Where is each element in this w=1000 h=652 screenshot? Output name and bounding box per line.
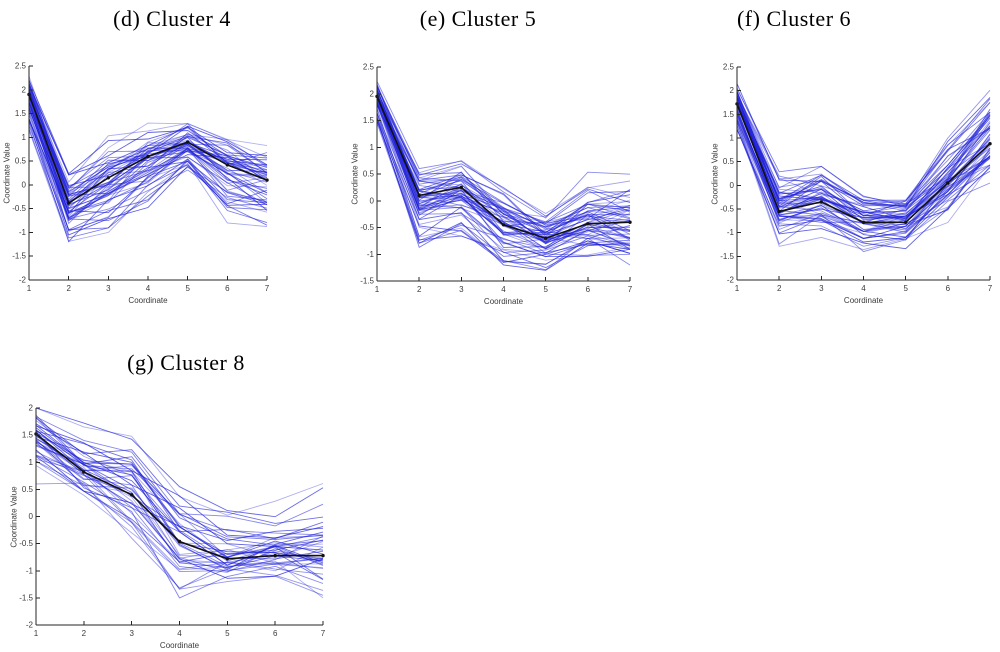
svg-text:3: 3 [129, 629, 134, 638]
svg-text:1.5: 1.5 [363, 116, 375, 125]
svg-text:6: 6 [586, 285, 591, 294]
svg-text:4: 4 [501, 285, 506, 294]
svg-text:1: 1 [27, 284, 32, 293]
y-axis-label: Coordinate Value [9, 485, 19, 548]
svg-text:5: 5 [903, 284, 908, 293]
svg-text:-2: -2 [727, 276, 735, 285]
svg-text:-2: -2 [19, 276, 27, 285]
svg-text:-1.5: -1.5 [12, 252, 26, 261]
svg-text:-0.5: -0.5 [360, 223, 374, 232]
svg-text:-1: -1 [19, 228, 27, 237]
y-axis-label: Coordinate Value [710, 142, 720, 205]
svg-text:1.5: 1.5 [22, 431, 34, 440]
svg-text:2.5: 2.5 [723, 63, 735, 72]
svg-text:5: 5 [543, 285, 548, 294]
svg-text:-2: -2 [26, 621, 34, 630]
svg-text:0: 0 [22, 180, 27, 189]
svg-text:1: 1 [34, 629, 39, 638]
svg-text:6: 6 [946, 284, 951, 293]
svg-text:0: 0 [29, 512, 34, 521]
svg-text:6: 6 [225, 284, 230, 293]
svg-text:3: 3 [459, 285, 464, 294]
svg-text:-1.5: -1.5 [19, 593, 33, 602]
svg-text:2: 2 [29, 404, 34, 413]
svg-text:2.5: 2.5 [15, 62, 27, 71]
svg-text:2: 2 [370, 89, 375, 98]
svg-text:1: 1 [730, 134, 735, 143]
svg-text:0: 0 [370, 196, 375, 205]
svg-text:1.5: 1.5 [723, 110, 735, 119]
panel-title-cluster-4: (d) Cluster 4 [113, 6, 231, 31]
svg-text:7: 7 [321, 629, 326, 638]
svg-text:2: 2 [66, 284, 71, 293]
svg-text:7: 7 [265, 284, 270, 293]
x-axis-label: Coordinate [159, 641, 200, 650]
svg-text:-1.5: -1.5 [360, 277, 374, 286]
svg-text:1: 1 [29, 458, 34, 467]
svg-text:5: 5 [185, 284, 190, 293]
svg-text:4: 4 [177, 629, 182, 638]
y-axis-label: Coordinate Value [350, 143, 360, 205]
x-axis-label: Coordinate [843, 296, 884, 305]
svg-text:-0.5: -0.5 [720, 205, 734, 214]
svg-text:-1: -1 [367, 250, 375, 259]
svg-text:1: 1 [735, 284, 740, 293]
svg-text:3: 3 [106, 284, 111, 293]
svg-text:-1.5: -1.5 [720, 252, 734, 261]
panel-title-cluster-5: (e) Cluster 5 [419, 6, 537, 31]
x-axis-label: Coordinate [128, 296, 168, 305]
svg-text:-1: -1 [26, 566, 34, 575]
svg-text:1: 1 [22, 133, 27, 142]
svg-text:2: 2 [22, 85, 27, 94]
svg-text:2.5: 2.5 [363, 63, 375, 72]
svg-text:1: 1 [370, 143, 375, 152]
svg-text:4: 4 [146, 284, 151, 293]
svg-text:2: 2 [82, 629, 87, 638]
svg-text:2: 2 [730, 86, 735, 95]
svg-text:0: 0 [730, 181, 735, 190]
svg-text:7: 7 [988, 284, 993, 293]
panel-title-cluster-6: (f) Cluster 6 [736, 6, 852, 31]
svg-text:4: 4 [861, 284, 866, 293]
svg-text:0.5: 0.5 [363, 170, 375, 179]
svg-text:-1: -1 [727, 228, 735, 237]
svg-text:-0.5: -0.5 [19, 539, 33, 548]
svg-text:6: 6 [273, 629, 278, 638]
svg-text:2: 2 [777, 284, 782, 293]
svg-text:7: 7 [628, 285, 633, 294]
svg-text:-0.5: -0.5 [12, 204, 26, 213]
svg-text:0.5: 0.5 [723, 157, 735, 166]
svg-text:3: 3 [819, 284, 824, 293]
svg-text:0.5: 0.5 [15, 157, 27, 166]
svg-text:1: 1 [375, 285, 380, 294]
panel-title-cluster-8: (g) Cluster 8 [127, 350, 245, 375]
svg-text:1.5: 1.5 [15, 109, 27, 118]
svg-text:5: 5 [225, 629, 230, 638]
svg-text:2: 2 [417, 285, 422, 294]
y-axis-label: Coordinate Value [2, 142, 12, 204]
svg-text:0.5: 0.5 [22, 485, 34, 494]
x-axis-label: Coordinate [483, 297, 524, 306]
